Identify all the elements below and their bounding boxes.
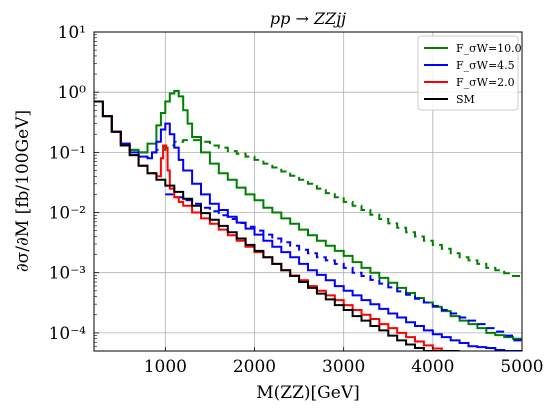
legend-label: SM (456, 93, 475, 106)
y-tick-label: 10⁰ (58, 83, 87, 103)
series-layer (94, 89, 522, 351)
series-line-2 (94, 100, 522, 351)
legend-box (417, 35, 519, 111)
x-tick-label: 1000 (144, 357, 187, 377)
legend-label: F_σW=4.5 (456, 59, 515, 72)
y-tick-label: 10⁻¹ (49, 143, 86, 163)
y-tick-label: 10⁻³ (49, 264, 86, 284)
series-line-5 (94, 100, 460, 351)
x-axis-title: M(ZZ)[GeV] (256, 383, 359, 403)
y-tick-label: 10¹ (58, 23, 86, 43)
y-axis-title: ∂σ/∂M [fb/100GeV] (13, 110, 33, 272)
y-tick-label: 10⁻² (49, 204, 86, 224)
legend-label: F_σW=10.0 (456, 42, 522, 55)
x-tick-label: 2000 (233, 357, 276, 377)
series-line-3 (165, 193, 522, 345)
legend: F_σW=10.0 F_σW=4.5 F_σW=2.0 SM (417, 35, 522, 111)
legend-label: F_σW=2.0 (456, 76, 515, 89)
x-tick-label: 4000 (411, 357, 454, 377)
chart-title: pp → ZZjj (270, 9, 346, 28)
series-line-1 (129, 139, 522, 277)
tick-layer: 1000 2000 3000 4000 5000 10⁻⁴ 10⁻³ 10⁻² 10⁻¹ 10⁰ 1… (49, 23, 544, 377)
x-tick-label: 5000 (500, 357, 543, 377)
plot-frame (93, 31, 523, 352)
y-tick-label: 10⁻⁴ (49, 324, 87, 344)
series-line-0 (94, 89, 522, 340)
x-tick-label: 3000 (322, 357, 365, 377)
